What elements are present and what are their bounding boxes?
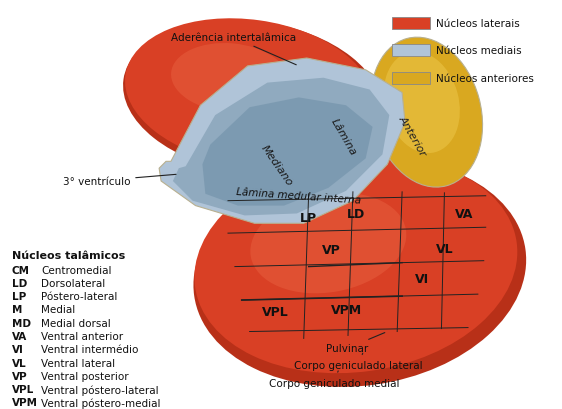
Text: Núcleos mediais: Núcleos mediais [436,46,521,56]
Text: Póstero-lateral: Póstero-lateral [41,292,117,301]
Polygon shape [159,59,405,224]
Ellipse shape [171,44,289,113]
Text: CM: CM [12,265,30,275]
Text: Corpo geniculado lateral: Corpo geniculado lateral [294,353,423,370]
Ellipse shape [296,68,475,167]
Text: Centromedial: Centromedial [41,265,112,275]
Text: Pulvinar: Pulvinar [327,333,385,353]
Text: Mediano: Mediano [260,143,295,187]
FancyBboxPatch shape [392,73,430,84]
Text: Corpo geniculado medial: Corpo geniculado medial [269,371,400,388]
Text: VA: VA [455,207,473,220]
Text: Ventral posterior: Ventral posterior [41,371,129,381]
Text: VPM: VPM [12,398,38,407]
Text: Núcleos laterais: Núcleos laterais [436,18,519,29]
Text: VI: VI [415,272,429,285]
Polygon shape [173,79,389,216]
Text: LP: LP [300,211,317,225]
Text: M: M [12,305,22,315]
Text: Anterior: Anterior [396,114,428,157]
Ellipse shape [384,52,460,154]
FancyBboxPatch shape [392,45,430,57]
Text: 3° ventrículo: 3° ventrículo [63,175,176,187]
Text: VPM: VPM [330,303,361,317]
Text: VI: VI [12,344,24,355]
Text: VP: VP [322,244,341,257]
Ellipse shape [193,159,526,387]
Text: VP: VP [12,371,27,381]
Text: Ventral anterior: Ventral anterior [41,331,123,341]
FancyBboxPatch shape [392,18,430,29]
Ellipse shape [250,193,406,294]
Text: Lâmina: Lâmina [329,117,357,157]
Text: Ventral intermédio: Ventral intermédio [41,344,138,355]
Text: Núcleos talâmicos: Núcleos talâmicos [12,250,125,260]
Ellipse shape [123,21,382,175]
Text: VA: VA [12,331,27,341]
Text: Ventral lateral: Ventral lateral [41,358,115,368]
Text: Aderência intertalâmica: Aderência intertalâmica [171,33,296,65]
Text: Medial: Medial [41,305,75,315]
Text: LP: LP [12,292,26,301]
Ellipse shape [371,38,483,188]
Text: Ventral póstero-medial: Ventral póstero-medial [41,398,161,408]
Text: VPL: VPL [262,306,288,319]
Text: MD: MD [12,318,30,328]
Text: Dorsolateral: Dorsolateral [41,278,105,288]
Polygon shape [202,98,373,206]
Text: Núcleos anteriores: Núcleos anteriores [436,74,533,83]
Text: VL: VL [12,358,26,368]
Text: Lâmina medular interna: Lâmina medular interna [236,187,361,206]
Text: Ventral póstero-lateral: Ventral póstero-lateral [41,384,158,395]
Ellipse shape [194,157,517,373]
Text: LD: LD [12,278,27,288]
Text: Medial dorsal: Medial dorsal [41,318,111,328]
Ellipse shape [125,19,374,167]
Text: LD: LD [347,207,365,220]
Text: VL: VL [436,243,453,256]
Text: VPL: VPL [12,384,34,394]
